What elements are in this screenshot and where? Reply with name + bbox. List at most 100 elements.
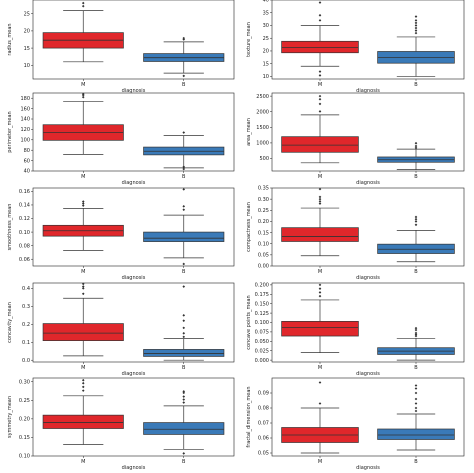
- outlier-point: [81, 202, 85, 205]
- y-tick-label: 100: [20, 138, 30, 144]
- y-tick-label: 0.000: [255, 358, 269, 364]
- outlier-point: [318, 1, 322, 4]
- x-axis-label: diagnosis: [122, 371, 146, 377]
- y-tick-label: 0.050: [255, 339, 269, 345]
- outlier-point: [318, 102, 322, 106]
- outlier-point: [318, 202, 322, 205]
- outlier-point: [182, 165, 186, 169]
- y-tick-label: 35: [263, 10, 269, 16]
- outlier-point: [81, 381, 85, 385]
- box-B: [377, 15, 455, 77]
- y-tick-label: 0.20: [19, 417, 30, 423]
- outlier-point: [318, 94, 322, 98]
- subplot-10: 0.05 0.06 0.07 0.08 0.09 fractal_dimension_me…: [246, 377, 465, 471]
- x-axis-label: diagnosis: [122, 465, 146, 471]
- box-B: [143, 285, 225, 361]
- outlier-point: [182, 285, 186, 288]
- outlier-point: [414, 29, 418, 32]
- outlier-point: [182, 38, 186, 41]
- x-tick-label: M: [318, 174, 322, 180]
- y-axis-label: perimeter_mean: [7, 111, 13, 152]
- outlier-point: [81, 389, 85, 392]
- outlier-point: [414, 144, 418, 148]
- outlier-point: [81, 4, 85, 8]
- y-axis-label: concavity_mean: [7, 302, 13, 343]
- subplot-frame: [271, 0, 465, 80]
- outlier-point: [414, 223, 418, 227]
- box-B: [377, 141, 455, 171]
- subplot-frame: [32, 377, 235, 457]
- outlier-point: [318, 287, 322, 290]
- x-axis-label: diagnosis: [122, 180, 146, 186]
- x-axis-label: diagnosis: [122, 88, 146, 94]
- subplot-8: 0.000 0.025 0.050 0.075 0.100 0.125 0.150 0.175…: [246, 283, 465, 377]
- outlier-point: [414, 409, 418, 413]
- y-tick-label: 80: [24, 148, 30, 154]
- y-tick-label: 15: [24, 46, 30, 52]
- y-tick-label: 0.00: [258, 264, 269, 270]
- y-axis-label: smoothness_mean: [7, 204, 13, 251]
- box-iqr: [143, 422, 225, 435]
- subplot-3: 40 60 80 100 120 140 160 180 perimeter_mean M Bdia…: [7, 92, 235, 186]
- outlier-point: [182, 131, 186, 134]
- outlier-point: [414, 21, 418, 25]
- box-iqr: [377, 428, 455, 440]
- box-M: [42, 92, 124, 155]
- x-tick-label: B: [414, 269, 418, 275]
- y-tick-label: 0.09: [258, 391, 269, 397]
- x-axis-label: diagnosis: [356, 371, 380, 377]
- box-M: [42, 200, 124, 251]
- outlier-point: [414, 31, 418, 35]
- subplot-6: 0.00 0.05 0.10 0.15 0.20 0.25 0.30 0.35 compactn…: [246, 186, 465, 281]
- x-tick-label: B: [182, 82, 186, 88]
- outlier-point: [318, 187, 322, 191]
- x-axis-label: diagnosis: [356, 88, 380, 94]
- box-M: [281, 94, 359, 164]
- outlier-point: [414, 328, 418, 332]
- outlier-point: [414, 217, 418, 221]
- outlier-point: [318, 13, 322, 17]
- x-axis-label: diagnosis: [122, 275, 146, 281]
- outlier-point: [318, 195, 322, 199]
- y-tick-label: 0.1: [22, 340, 30, 346]
- outlier-point: [414, 24, 418, 27]
- outlier-point: [414, 19, 418, 22]
- outlier-point: [414, 141, 418, 145]
- outlier-point: [318, 402, 322, 405]
- y-tick-label: 0.0: [22, 358, 30, 364]
- outlier-point: [182, 391, 186, 395]
- outlier-point: [318, 110, 322, 113]
- box-iqr: [281, 227, 359, 242]
- x-tick-label: M: [318, 365, 322, 371]
- outlier-point: [81, 282, 85, 286]
- outlier-point: [182, 452, 186, 455]
- subplot-9: 0.10 0.15 0.20 0.25 0.30 symmetry_mean M Bdiagn…: [7, 377, 235, 471]
- y-tick-label: 0.3: [22, 304, 30, 310]
- box-M: [281, 381, 359, 454]
- x-tick-label: B: [414, 174, 418, 180]
- x-tick-label: M: [81, 269, 85, 275]
- y-tick-label: 0.125: [255, 311, 269, 317]
- y-tick-label: 15: [263, 61, 269, 67]
- y-axis-label: radius_mean: [7, 23, 13, 55]
- outlier-point: [182, 395, 186, 398]
- box-iqr: [143, 231, 225, 242]
- box-B: [143, 131, 225, 171]
- box-M: [42, 378, 124, 445]
- y-tick-label: 30: [263, 23, 269, 29]
- subplot-frame: [271, 377, 465, 457]
- y-tick-label: 0.14: [19, 203, 30, 209]
- y-tick-label: 160: [20, 106, 30, 112]
- y-tick-label: 2500: [256, 94, 269, 100]
- subplot-frame: [32, 187, 235, 267]
- y-tick-label: 0.175: [255, 292, 269, 298]
- x-tick-label: M: [81, 82, 85, 88]
- y-tick-label: 10: [263, 74, 269, 80]
- box-B: [143, 390, 225, 455]
- y-tick-label: 0.4: [22, 286, 30, 292]
